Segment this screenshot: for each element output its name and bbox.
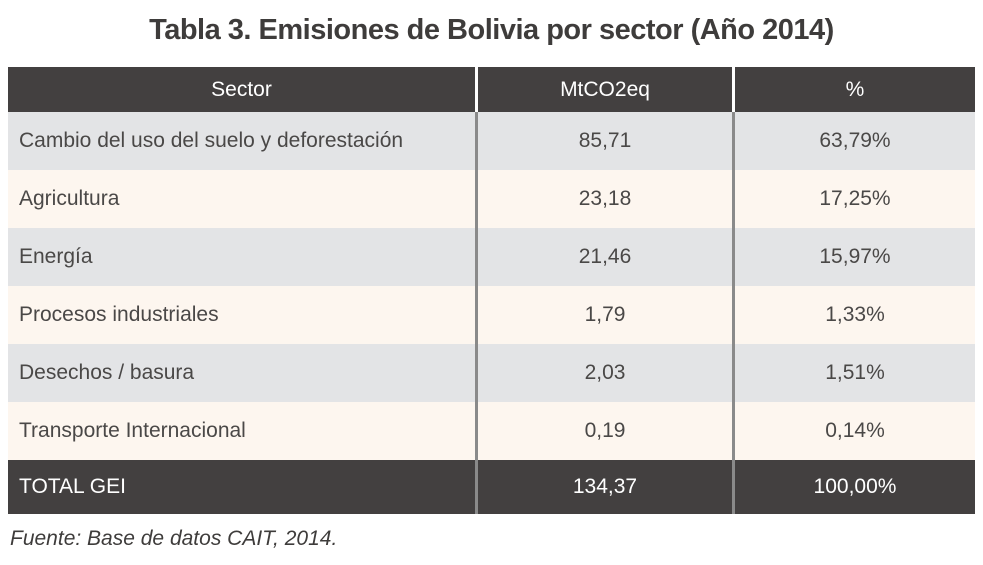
percent-cell: 15,97% xyxy=(732,228,975,286)
percent-cell: 17,25% xyxy=(732,170,975,228)
sector-cell: Cambio del uso del suelo y deforestación xyxy=(19,129,404,152)
percent-cell: 0,14% xyxy=(732,402,975,460)
sector-cell: Energía xyxy=(19,245,93,268)
percent-cell: 63,79% xyxy=(732,112,975,170)
total-label-cell: TOTAL GEI xyxy=(19,475,126,498)
value-cell: 2,03 xyxy=(475,344,732,402)
emissions-table: Sector MtCO2eq % Cambio del uso del suel… xyxy=(8,67,975,514)
value-cell: 21,46 xyxy=(475,228,732,286)
sector-cell: Agricultura xyxy=(19,187,120,210)
percent-cell: 1,33% xyxy=(732,286,975,344)
table-row: Energía 21,46 15,97% xyxy=(8,228,975,286)
value-cell: 1,79 xyxy=(475,286,732,344)
header-cell-mtco2eq: MtCO2eq xyxy=(475,67,732,112)
total-value-cell: 134,37 xyxy=(475,460,732,514)
value-cell: 0,19 xyxy=(475,402,732,460)
total-row: TOTAL GEI 134,37 100,00% xyxy=(8,460,975,514)
table-row: Procesos industriales 1,79 1,33% xyxy=(8,286,975,344)
value-cell: 23,18 xyxy=(475,170,732,228)
value-cell: 85,71 xyxy=(475,112,732,170)
total-percent-cell: 100,00% xyxy=(732,460,975,514)
table-row: Agricultura 23,18 17,25% xyxy=(8,170,975,228)
sector-cell: Procesos industriales xyxy=(19,303,219,326)
header-cell-sector: Sector xyxy=(211,77,272,101)
table-row: Transporte Internacional 0,19 0,14% xyxy=(8,402,975,460)
sector-cell: Transporte Internacional xyxy=(19,419,246,442)
header-row: Sector MtCO2eq % xyxy=(8,67,975,112)
table-row: Desechos / basura 2,03 1,51% xyxy=(8,344,975,402)
header-cell-percent: % xyxy=(732,67,975,112)
table-title: Tabla 3. Emisiones de Bolivia por sector… xyxy=(149,14,834,46)
sector-cell: Desechos / basura xyxy=(19,361,195,384)
source-note: Fuente: Base de datos CAIT, 2014. xyxy=(10,527,338,550)
percent-cell: 1,51% xyxy=(732,344,975,402)
table-row: Cambio del uso del suelo y deforestación… xyxy=(8,112,975,170)
